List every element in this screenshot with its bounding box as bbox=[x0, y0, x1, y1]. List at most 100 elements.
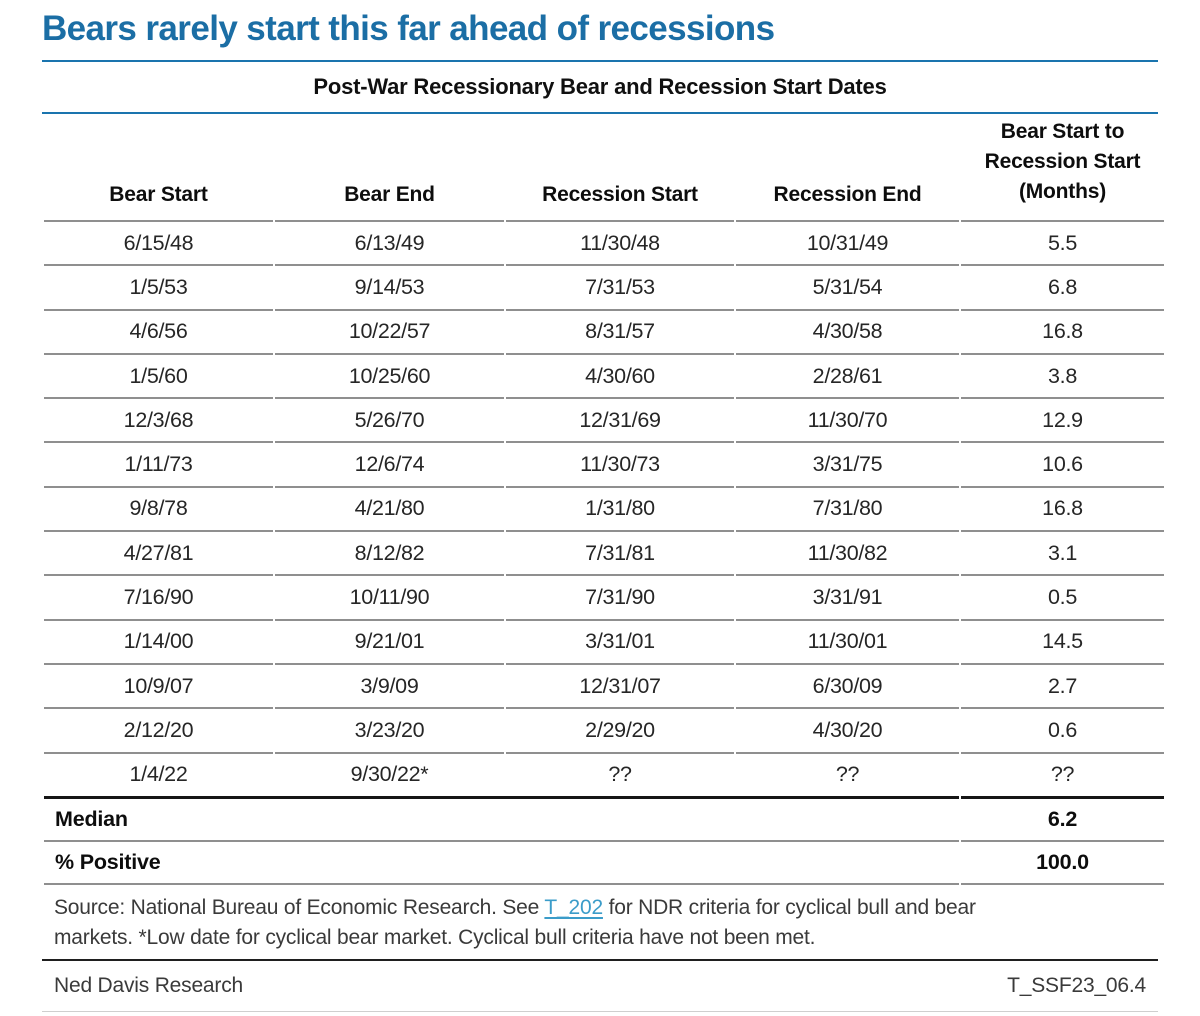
cell-recession-start: 11/30/73 bbox=[506, 441, 734, 485]
cell-bear-start: 10/9/07 bbox=[44, 662, 273, 707]
cell-recession-end: 11/30/70 bbox=[736, 397, 959, 441]
cell-months: 6.8 bbox=[961, 264, 1164, 308]
table-row: 1/5/53 9/14/53 7/31/53 5/31/54 6.8 bbox=[44, 264, 1164, 308]
cell-bear-start: 7/16/90 bbox=[44, 574, 273, 618]
cell-recession-start: 4/30/60 bbox=[506, 352, 734, 397]
cell-recession-start: 12/31/69 bbox=[506, 397, 734, 441]
median-value: 6.2 bbox=[961, 795, 1164, 840]
cell-bear-end: 10/25/60 bbox=[275, 352, 504, 397]
table-row: 1/14/00 9/21/01 3/31/01 11/30/01 14.5 bbox=[44, 618, 1164, 663]
cell-months: 5.5 bbox=[961, 220, 1164, 264]
cell-recession-start: 3/31/01 bbox=[506, 618, 734, 663]
page-title: Bears rarely start this far ahead of rec… bbox=[42, 9, 775, 48]
cell-bear-end: 3/9/09 bbox=[275, 662, 504, 707]
cell-recession-start: 7/31/81 bbox=[506, 530, 734, 574]
cell-recession-end: 6/30/09 bbox=[736, 662, 959, 707]
cell-bear-start: 4/27/81 bbox=[44, 530, 273, 574]
source-note: Source: National Bureau of Economic Rese… bbox=[42, 885, 1158, 959]
cell-recession-end: ?? bbox=[736, 751, 959, 796]
cell-bear-start: 1/14/00 bbox=[44, 618, 273, 663]
cell-recession-end: 10/31/49 bbox=[736, 220, 959, 264]
cell-months: 0.6 bbox=[961, 707, 1164, 751]
cell-months: 16.8 bbox=[961, 308, 1164, 353]
t202-link[interactable]: T_202 bbox=[544, 895, 603, 919]
table-row: 12/3/68 5/26/70 12/31/69 11/30/70 12.9 bbox=[44, 397, 1164, 441]
cell-bear-start: 4/6/56 bbox=[44, 308, 273, 353]
table-row: 4/6/56 10/22/57 8/31/57 4/30/58 16.8 bbox=[44, 308, 1164, 353]
cell-bear-start: 12/3/68 bbox=[44, 397, 273, 441]
cell-bear-end: 10/11/90 bbox=[275, 574, 504, 618]
cell-bear-start: 1/11/73 bbox=[44, 441, 273, 485]
cell-bear-end: 12/6/74 bbox=[275, 441, 504, 485]
cell-months: 2.7 bbox=[961, 662, 1164, 707]
cell-months: 3.8 bbox=[961, 352, 1164, 397]
cell-bear-end: 8/12/82 bbox=[275, 530, 504, 574]
header-row: Bear Start Bear End Recession Start Rece… bbox=[44, 114, 1164, 220]
cell-recession-end: 11/30/01 bbox=[736, 618, 959, 663]
cell-bear-start: 6/15/48 bbox=[44, 220, 273, 264]
cell-recession-start: 11/30/48 bbox=[506, 220, 734, 264]
cell-recession-end: 11/30/82 bbox=[736, 530, 959, 574]
summary-row-percent-positive: % Positive 100.0 bbox=[44, 839, 1164, 885]
cell-recession-end: 7/31/80 bbox=[736, 485, 959, 530]
cell-months: 14.5 bbox=[961, 618, 1164, 663]
table-title: Post-War Recessionary Bear and Recession… bbox=[313, 74, 887, 99]
cell-bear-start: 9/8/78 bbox=[44, 485, 273, 530]
cell-bear-start: 2/12/20 bbox=[44, 707, 273, 751]
percent-positive-label: % Positive bbox=[44, 839, 959, 885]
cell-bear-end: 5/26/70 bbox=[275, 397, 504, 441]
divider-footer bbox=[42, 958, 1158, 961]
cell-bear-end: 9/14/53 bbox=[275, 264, 504, 308]
cell-recession-start: 8/31/57 bbox=[506, 308, 734, 353]
col-header-bear-start: Bear Start bbox=[109, 183, 208, 206]
table-row: 2/12/20 3/23/20 2/29/20 4/30/20 0.6 bbox=[44, 707, 1164, 751]
col-header-recession-end: Recession End bbox=[773, 183, 922, 206]
footer-chart-id: T_SSF23_06.4 bbox=[1007, 973, 1146, 997]
cell-months: ?? bbox=[961, 751, 1164, 796]
cell-bear-start: 1/4/22 bbox=[44, 751, 273, 796]
cell-bear-start: 1/5/60 bbox=[44, 352, 273, 397]
cell-bear-end: 3/23/20 bbox=[275, 707, 504, 751]
divider-blue-top bbox=[42, 60, 1158, 62]
divider-bottom bbox=[42, 1010, 1158, 1012]
cell-recession-end: 5/31/54 bbox=[736, 264, 959, 308]
cell-months: 16.8 bbox=[961, 485, 1164, 530]
col-header-bear-end: Bear End bbox=[344, 183, 435, 206]
table-row: 7/16/90 10/11/90 7/31/90 3/31/91 0.5 bbox=[44, 574, 1164, 618]
table-row: 1/5/60 10/25/60 4/30/60 2/28/61 3.8 bbox=[44, 352, 1164, 397]
summary-row-median: Median 6.2 bbox=[44, 795, 1164, 840]
page-footer: Ned Davis Research T_SSF23_06.4 bbox=[42, 961, 1158, 1011]
cell-months: 10.6 bbox=[961, 441, 1164, 485]
cell-recession-start: 7/31/90 bbox=[506, 574, 734, 618]
cell-recession-start: 1/31/80 bbox=[506, 485, 734, 530]
cell-bear-start: 1/5/53 bbox=[44, 264, 273, 308]
source-text: for NDR criteria for cyclical bull and b… bbox=[602, 895, 976, 919]
cell-recession-end: 3/31/75 bbox=[736, 441, 959, 485]
cell-recession-end: 4/30/58 bbox=[736, 308, 959, 353]
cell-recession-start: 2/29/20 bbox=[506, 707, 734, 751]
cell-recession-end: 4/30/20 bbox=[736, 707, 959, 751]
source-line-2: markets. *Low date for cyclical bear mar… bbox=[54, 925, 816, 949]
cell-recession-start: ?? bbox=[506, 751, 734, 796]
source-line-1: Source: National Bureau of Economic Rese… bbox=[54, 893, 1146, 923]
cell-bear-end: 10/22/57 bbox=[275, 308, 504, 353]
table-row: 9/8/78 4/21/80 1/31/80 7/31/80 16.8 bbox=[44, 485, 1164, 530]
col-header-recession-start: Recession Start bbox=[542, 183, 698, 206]
table-row: 1/4/22 9/30/22* ?? ?? ?? bbox=[44, 751, 1164, 796]
median-label: Median bbox=[44, 795, 959, 840]
cell-months: 0.5 bbox=[961, 574, 1164, 618]
table-row: 1/11/73 12/6/74 11/30/73 3/31/75 10.6 bbox=[44, 441, 1164, 485]
divider-blue-bottom bbox=[42, 112, 1158, 114]
cell-recession-end: 2/28/61 bbox=[736, 352, 959, 397]
table-row: 4/27/81 8/12/82 7/31/81 11/30/82 3.1 bbox=[44, 530, 1164, 574]
table-row: 10/9/07 3/9/09 12/31/07 6/30/09 2.7 bbox=[44, 662, 1164, 707]
footer-brand: Ned Davis Research bbox=[54, 973, 243, 997]
cell-bear-end: 6/13/49 bbox=[275, 220, 504, 264]
col-header-months: Bear Start to Recession Start (Months) bbox=[984, 120, 1141, 203]
cell-recession-start: 7/31/53 bbox=[506, 264, 734, 308]
cell-months: 12.9 bbox=[961, 397, 1164, 441]
cell-bear-end: 9/21/01 bbox=[275, 618, 504, 663]
cell-months: 3.1 bbox=[961, 530, 1164, 574]
cell-recession-end: 3/31/91 bbox=[736, 574, 959, 618]
